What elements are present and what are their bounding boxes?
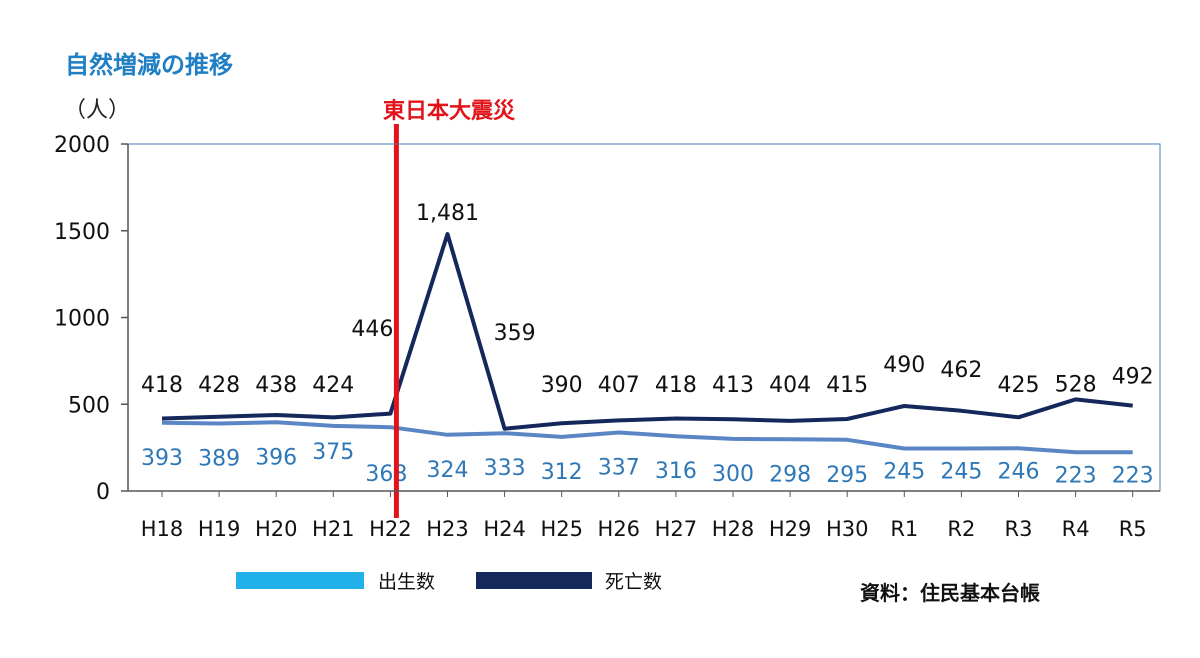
data-label-birth: 375 (312, 440, 354, 465)
data-label-birth: 223 (1055, 463, 1097, 488)
data-label-birth: 223 (1112, 463, 1154, 488)
x-tick-label: R1 (890, 517, 918, 541)
x-tick-label: H24 (483, 517, 526, 541)
legend-swatch-birth (236, 572, 364, 589)
x-tick-label: H30 (826, 517, 869, 541)
legend-swatch-death (476, 572, 592, 589)
data-label-death: 390 (541, 373, 583, 398)
data-label-death: 418 (141, 373, 183, 398)
data-labels-layer: 418 428 438 424 446 1,481 359 390 407 418 413 404 41… (141, 201, 1154, 488)
y-tick-label: 0 (96, 480, 110, 505)
data-label-birth: 368 (365, 462, 407, 487)
y-tick-label: 500 (68, 393, 110, 418)
data-label-death: 1,481 (416, 201, 479, 226)
y-tick-label: 1500 (54, 220, 110, 245)
data-label-death: 425 (998, 373, 1040, 398)
legend-label-death: 死亡数 (605, 571, 662, 593)
data-label-death: 462 (940, 358, 982, 383)
x-tick-label: R3 (1005, 517, 1033, 541)
x-tick-label: H23 (426, 517, 469, 541)
series-line-death (161, 232, 1133, 431)
data-label-birth: 393 (141, 446, 183, 471)
data-label-death: 446 (351, 317, 393, 342)
data-label-birth: 245 (940, 459, 982, 484)
x-tick-label: H25 (540, 517, 583, 541)
source-note: 資料：住民基本台帳 (860, 581, 1040, 605)
y-unit-label: （人） (64, 98, 130, 123)
y-axis-ticks: 0 500 1000 1500 2000 (54, 133, 128, 505)
data-label-birth: 300 (712, 462, 754, 487)
x-tick-label: H28 (712, 517, 755, 541)
data-label-birth: 298 (769, 462, 811, 487)
data-label-death: 490 (883, 353, 925, 378)
annotation-label: 東日本大震災 (383, 99, 516, 124)
y-tick-label: 1000 (54, 307, 110, 332)
legend-label-birth: 出生数 (378, 571, 435, 593)
x-tick-label: H22 (369, 517, 412, 541)
data-label-death: 404 (769, 373, 811, 398)
data-label-death: 418 (655, 373, 697, 398)
x-tick-label: H21 (312, 517, 355, 541)
plot-border (127, 143, 1161, 492)
data-label-birth: 295 (826, 463, 868, 488)
x-tick-label: H27 (655, 517, 698, 541)
annotation-layer: 東日本大震災 (383, 99, 516, 518)
y-tick-label: 2000 (54, 133, 110, 158)
x-tick-label: H18 (141, 517, 184, 541)
series-layer (161, 232, 1133, 455)
data-label-death: 359 (494, 321, 536, 346)
data-label-death: 424 (312, 373, 354, 398)
x-tick-label: R2 (947, 517, 975, 541)
legend: 出生数 死亡数 (236, 571, 662, 593)
data-label-birth: 389 (198, 447, 240, 472)
x-tick-label: H29 (769, 517, 812, 541)
data-label-death: 428 (198, 373, 240, 398)
data-label-birth: 324 (427, 458, 469, 483)
data-label-death: 413 (712, 373, 754, 398)
data-label-birth: 246 (998, 459, 1040, 484)
x-tick-label: H19 (198, 517, 241, 541)
x-axis-ticks: H18 H19 H20 H21 H22 H23 H24 H25 H26 H27 H28 H29 H30 R… (141, 491, 1147, 541)
data-label-death: 407 (598, 373, 640, 398)
data-label-death: 492 (1112, 365, 1154, 390)
data-label-death: 528 (1055, 372, 1097, 397)
x-tick-label: H26 (598, 517, 641, 541)
data-label-birth: 337 (598, 456, 640, 481)
x-tick-label: H20 (255, 517, 298, 541)
data-label-birth: 396 (255, 445, 297, 470)
series-line-birth (161, 420, 1133, 455)
data-label-birth: 312 (541, 460, 583, 485)
data-label-birth: 316 (655, 459, 697, 484)
data-label-death: 415 (826, 373, 868, 398)
chart-title: 自然増減の推移 (65, 51, 233, 79)
data-label-birth: 333 (484, 456, 526, 481)
x-tick-label: R4 (1062, 517, 1090, 541)
x-tick-label: R5 (1119, 517, 1147, 541)
data-label-birth: 245 (883, 459, 925, 484)
data-label-death: 438 (255, 373, 297, 398)
